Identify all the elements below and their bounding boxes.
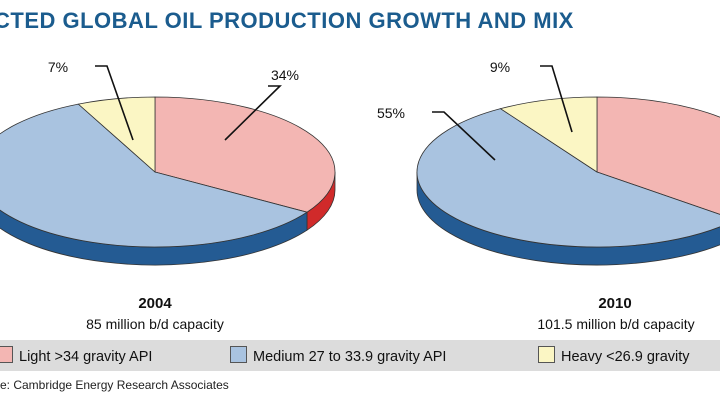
legend-swatch-medium (230, 346, 247, 363)
pie-2004-capacity-label: 85 million b/d capacity (86, 316, 224, 332)
pie-2010-label-medium: 55% (377, 105, 405, 121)
legend: Light >34 gravity API Medium 27 to 33.9 … (0, 340, 720, 371)
legend-item-heavy: Heavy <26.9 gravity (538, 346, 690, 365)
pie-2004-slice-heavy (77, 96, 156, 173)
source-note: e: Cambridge Energy Research Associates (0, 378, 229, 392)
legend-label-light: Light >34 gravity API (19, 349, 153, 365)
pie-2004-leader-light (224, 85, 282, 141)
pie-2004: 34% 7% (0, 59, 336, 266)
legend-label-medium: Medium 27 to 33.9 gravity API (253, 349, 447, 365)
pie-2004-leader-heavy (95, 65, 134, 141)
pie-2004-slice-medium (0, 103, 308, 248)
legend-swatch-light (0, 346, 13, 363)
pie-2010-slice-medium (416, 108, 720, 248)
pie-2010: 55% 9% (377, 59, 720, 266)
legend-label-heavy: Heavy <26.9 gravity (561, 349, 690, 365)
chart-title: CTED GLOBAL OIL PRODUCTION GROWTH AND MI… (0, 8, 574, 33)
pie-2010-year-label: 2010 (598, 295, 632, 312)
pie-2004-label-light: 34% (271, 67, 299, 83)
pie-2010-label-heavy: 9% (490, 59, 510, 75)
legend-item-medium: Medium 27 to 33.9 gravity API (230, 346, 446, 365)
legend-item-light: Light >34 gravity API (0, 346, 152, 365)
pie-2010-slice-heavy (499, 96, 598, 173)
legend-swatch-heavy (538, 346, 555, 363)
pie-2004-slice-light (154, 96, 336, 213)
pie-2004-year-label: 2004 (138, 295, 172, 312)
pie-2004-label-heavy: 7% (48, 59, 68, 75)
pie-2010-slice-light (596, 96, 720, 215)
pie-2010-leader-medium (432, 111, 496, 161)
pie-2010-capacity-label: 101.5 million b/d capacity (537, 316, 695, 332)
pie-2010-leader-heavy (540, 65, 573, 133)
